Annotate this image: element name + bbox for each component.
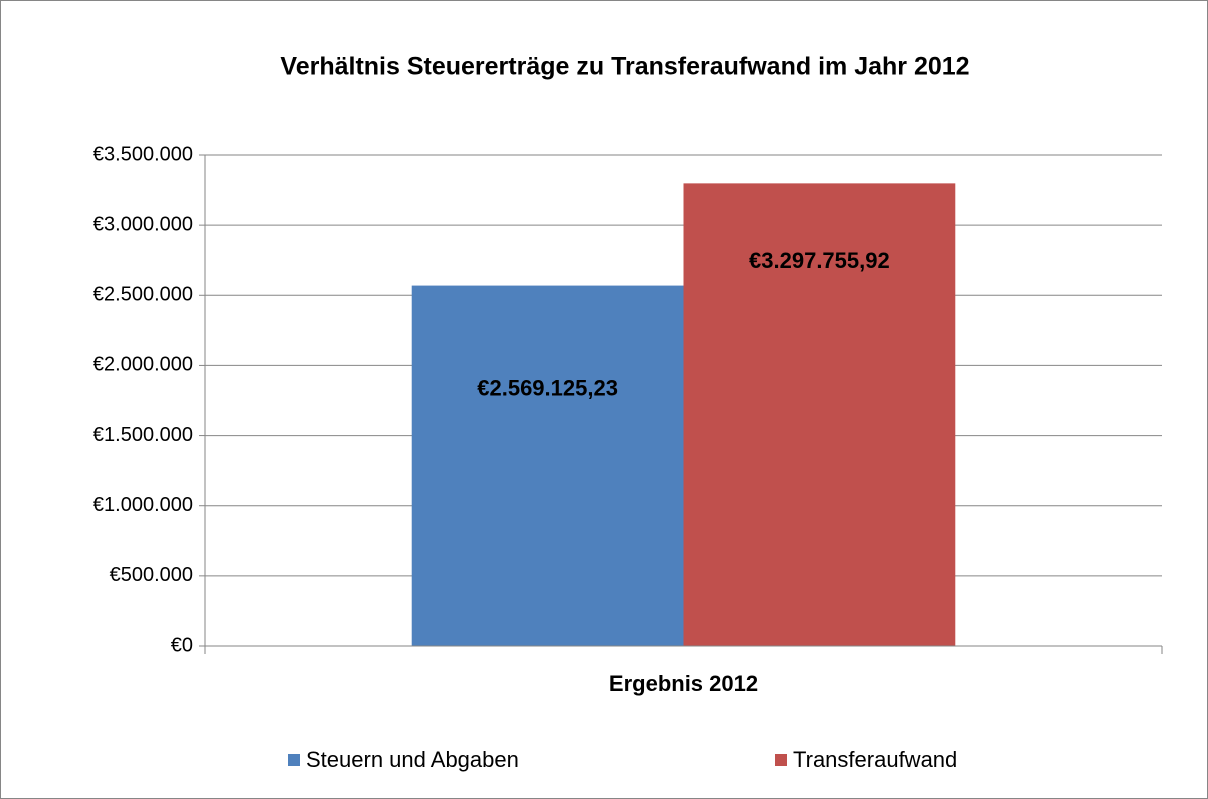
y-tick-label: €0 bbox=[171, 634, 193, 656]
bar bbox=[683, 183, 956, 646]
legend-label: Transferaufwand bbox=[793, 747, 957, 772]
legend-label: Steuern und Abgaben bbox=[306, 747, 519, 772]
y-tick-label: €1.500.000 bbox=[93, 424, 193, 446]
chart-title: Verhältnis Steuererträge zu Transferaufw… bbox=[280, 53, 969, 81]
data-label: €3.297.755,92 bbox=[749, 248, 890, 273]
y-tick-label: €3.000.000 bbox=[93, 213, 193, 235]
legend-swatch bbox=[288, 754, 300, 766]
y-tick-label: €3.500.000 bbox=[93, 143, 193, 165]
y-tick-label: €2.500.000 bbox=[93, 284, 193, 306]
y-tick-label: €2.000.000 bbox=[93, 354, 193, 376]
legend-swatch bbox=[775, 754, 787, 766]
y-tick-label: €1.000.000 bbox=[93, 494, 193, 516]
y-tick-label: €500.000 bbox=[110, 564, 193, 586]
data-label: €2.569.125,23 bbox=[477, 375, 618, 400]
x-tick-label: Ergebnis 2012 bbox=[609, 671, 758, 696]
bar bbox=[411, 285, 684, 646]
